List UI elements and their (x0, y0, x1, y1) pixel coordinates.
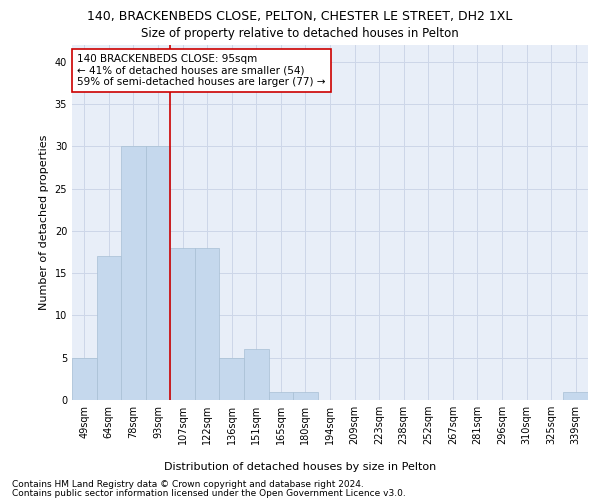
Y-axis label: Number of detached properties: Number of detached properties (39, 135, 49, 310)
Bar (563, 392, 588, 400)
Bar (293, 392, 318, 400)
Text: Distribution of detached houses by size in Pelton: Distribution of detached houses by size … (164, 462, 436, 472)
Bar (195, 248, 220, 400)
Bar (244, 350, 269, 400)
Bar (269, 392, 293, 400)
Bar (97, 256, 121, 400)
Bar (121, 146, 146, 400)
Text: Size of property relative to detached houses in Pelton: Size of property relative to detached ho… (141, 28, 459, 40)
Bar (72, 358, 97, 400)
Text: 140, BRACKENBEDS CLOSE, PELTON, CHESTER LE STREET, DH2 1XL: 140, BRACKENBEDS CLOSE, PELTON, CHESTER … (88, 10, 512, 23)
Text: 140 BRACKENBEDS CLOSE: 95sqm
← 41% of detached houses are smaller (54)
59% of se: 140 BRACKENBEDS CLOSE: 95sqm ← 41% of de… (77, 54, 326, 87)
Text: Contains public sector information licensed under the Open Government Licence v3: Contains public sector information licen… (12, 488, 406, 498)
Bar (170, 248, 195, 400)
Bar (220, 358, 244, 400)
Text: Contains HM Land Registry data © Crown copyright and database right 2024.: Contains HM Land Registry data © Crown c… (12, 480, 364, 489)
Bar (146, 146, 170, 400)
